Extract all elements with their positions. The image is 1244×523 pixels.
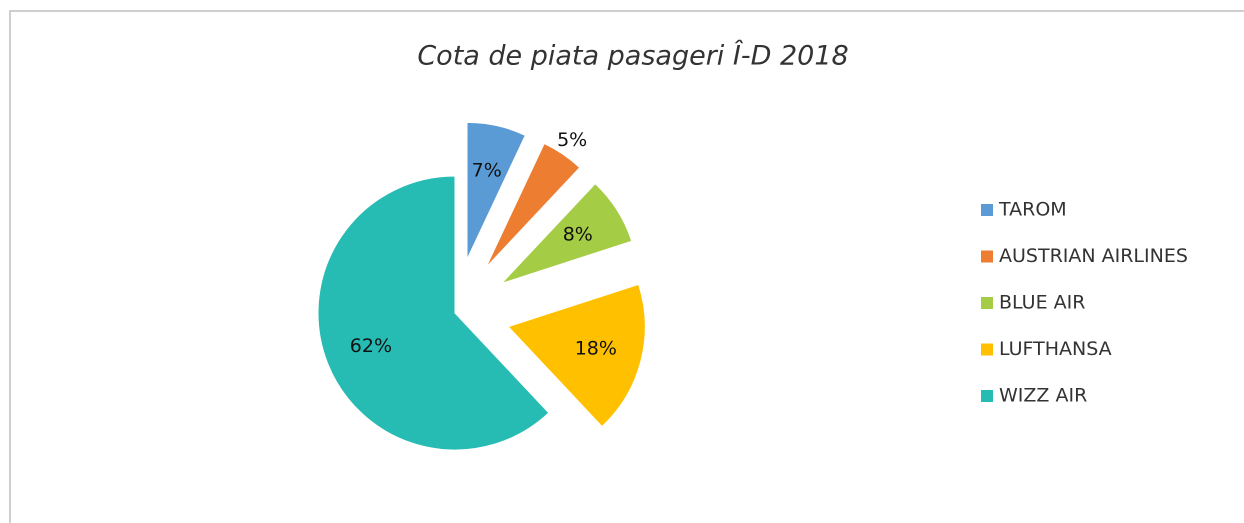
legend-swatch — [981, 390, 993, 402]
legend-label: AUSTRIAN AIRLINES — [999, 245, 1188, 267]
legend-label: WIZZ AIR — [999, 385, 1087, 407]
pie-slice — [485, 142, 581, 268]
chart-title: Cota de piata pasageri Î-D 2018 — [417, 40, 848, 72]
data-label: 5% — [557, 129, 587, 151]
legend-label: TAROM — [998, 199, 1067, 221]
chart-border — [9, 10, 1244, 523]
data-label: 7% — [472, 160, 502, 182]
legend-swatch — [981, 343, 993, 356]
data-label: 18% — [575, 338, 617, 360]
pie-slice — [507, 283, 646, 428]
pie-slice — [317, 175, 550, 451]
data-label: 62% — [350, 335, 392, 357]
pie-slice — [466, 121, 526, 260]
legend-label: LUFTHANSA — [999, 338, 1112, 360]
data-label: 8% — [563, 224, 593, 246]
pie-slice — [501, 182, 633, 285]
legend-label: BLUE AIR — [999, 292, 1085, 314]
legend-swatch — [981, 204, 993, 216]
legend-swatch — [981, 297, 993, 309]
legend-swatch — [981, 250, 993, 263]
